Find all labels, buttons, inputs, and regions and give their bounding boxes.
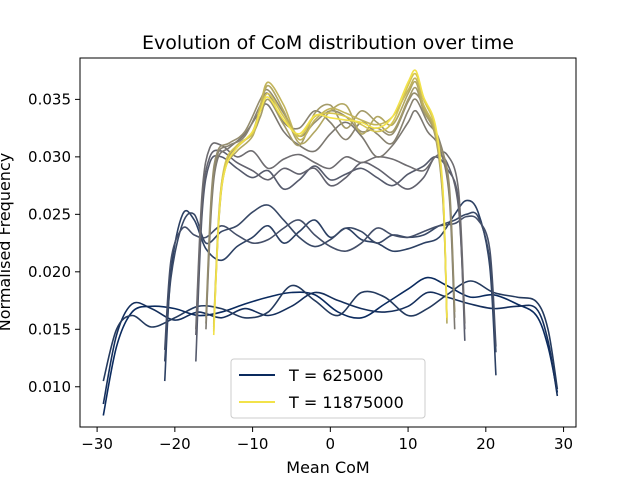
x-axis-label: Mean CoM bbox=[286, 458, 369, 477]
legend: T = 625000 T = 11875000 bbox=[230, 358, 426, 419]
series-line-4 bbox=[163, 204, 497, 362]
x-tick-label: −10 bbox=[237, 435, 269, 453]
series-line-5 bbox=[163, 215, 497, 351]
series-line-9 bbox=[205, 103, 456, 330]
legend-label-first: T = 625000 bbox=[288, 366, 383, 385]
series-line-15 bbox=[212, 72, 448, 330]
series-line-3 bbox=[163, 199, 497, 382]
series-line-1 bbox=[102, 291, 559, 405]
y-axis-label: Normalised Frequency bbox=[0, 153, 14, 331]
y-tick-label: 0.025 bbox=[28, 205, 71, 223]
x-axis-ticks: −30 −20 −10 0 10 20 30 bbox=[81, 427, 573, 453]
y-tick-label: 0.020 bbox=[28, 263, 71, 281]
x-tick-label: 30 bbox=[554, 435, 573, 453]
series-line-0 bbox=[102, 276, 559, 416]
legend-label-last: T = 11875000 bbox=[288, 393, 404, 412]
y-tick-label: 0.035 bbox=[28, 90, 71, 108]
series-line-10 bbox=[205, 92, 456, 324]
x-tick-label: −20 bbox=[159, 435, 191, 453]
x-tick-label: 10 bbox=[399, 435, 418, 453]
series-layer bbox=[102, 69, 559, 416]
series-line-13 bbox=[212, 80, 448, 332]
y-tick-label: 0.015 bbox=[28, 320, 71, 338]
legend-box bbox=[230, 358, 426, 419]
x-tick-label: −30 bbox=[81, 435, 113, 453]
series-line-16 bbox=[212, 69, 448, 336]
y-tick-label: 0.030 bbox=[28, 148, 71, 166]
x-tick-label: 0 bbox=[326, 435, 336, 453]
plot-frame bbox=[79, 57, 577, 428]
y-axis-ticks: 0.010 0.015 0.020 0.025 0.030 0.035 bbox=[28, 90, 80, 396]
y-tick-label: 0.010 bbox=[28, 378, 71, 396]
x-tick-label: 20 bbox=[476, 435, 495, 453]
chart-title: Evolution of CoM distribution over time bbox=[142, 32, 514, 54]
